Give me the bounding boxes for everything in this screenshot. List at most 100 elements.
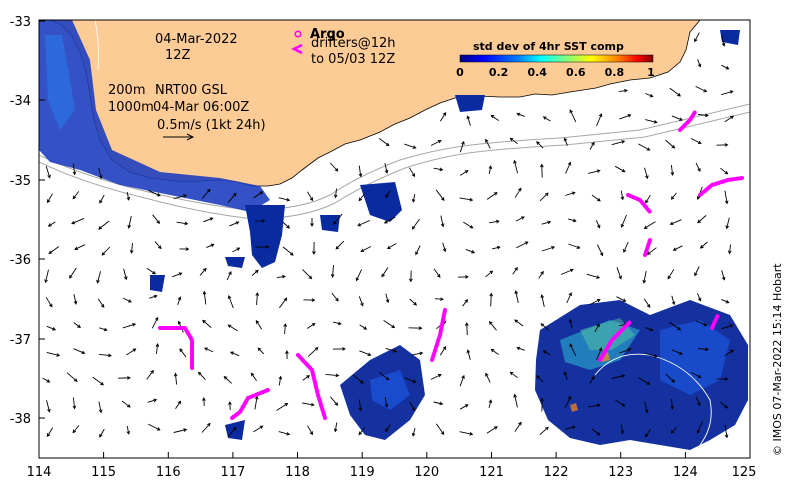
current-vector-head [513,393,517,398]
current-vector-head [509,137,514,142]
current-vector-head [596,275,601,279]
current-vector [73,348,85,354]
current-vector-head [285,350,289,354]
current-vector [430,374,442,380]
current-vector-head [360,302,364,307]
x-tick: 120 [414,452,439,480]
current-vector-head [157,245,162,250]
current-vector [623,241,629,253]
current-vector [596,244,604,256]
current-vector [98,167,102,179]
current-vector [69,267,77,279]
current-vector-head [622,298,627,302]
current-vector [98,220,110,230]
current-vector-head [358,431,363,436]
current-vector [459,170,469,176]
current-vector [99,194,105,204]
current-vector-head [311,298,316,302]
current-vector [177,297,181,305]
current-vector [226,271,232,281]
current-vector-head [514,319,518,323]
current-vector [536,141,544,149]
current-vector [378,138,390,146]
drifters-label: drifters@12h [311,36,396,51]
current-vector-head [72,405,77,410]
current-vector [278,197,290,201]
current-vector-head [542,350,547,354]
current-vector-head [415,251,419,256]
current-vector-head [645,175,649,180]
current-vector-head [393,349,398,353]
current-vector-head [642,279,647,284]
current-vector-head [308,275,313,280]
current-vector-head [126,430,131,435]
current-vector-head [335,297,339,302]
current-vector-head [385,142,390,147]
current-vector-head [442,112,447,116]
svg-text:-38: -38 [10,412,31,427]
x-tick: 125 [732,452,756,480]
y-tick: -35 [10,174,45,189]
current-vector-head [255,320,260,324]
current-vector-head [703,88,708,93]
current-vector [152,214,160,224]
current-vector [695,396,701,406]
current-vector-head [127,224,132,229]
svg-text:-35: -35 [10,174,31,189]
current-vector-head [98,226,102,230]
current-vector-head [281,274,286,279]
current-vector-head [466,349,471,354]
current-vector [325,373,339,377]
current-vector [251,270,259,276]
current-vector-head [697,374,702,379]
current-vector-head [47,223,52,227]
current-vector-head [72,429,77,434]
current-vector-head [440,431,445,436]
current-vector [409,167,415,177]
current-vector [47,193,53,203]
current-vector-head [620,196,625,201]
current-vector [589,299,601,305]
current-vector [645,327,653,331]
current-vector [695,85,707,93]
current-vector-head [569,343,573,348]
current-vector [514,422,522,432]
current-vector-head [591,141,595,146]
current-vector [206,243,214,249]
current-vector [697,348,709,350]
svg-text:118: 118 [285,465,310,480]
current-vector-head [129,250,134,254]
current-vector [485,270,493,278]
current-vector [146,267,156,275]
current-vector [333,213,343,225]
current-vector-head [464,299,468,303]
svg-text:122: 122 [544,465,569,480]
current-vector-head [540,163,544,168]
current-vector-head [724,377,729,381]
current-vector [415,245,421,255]
current-vector-head [471,250,476,254]
current-vector [462,299,468,307]
current-vector-head [132,323,137,327]
current-vector-head [128,299,132,303]
current-vector-head [98,409,103,414]
credit-label: © IMOS 07-Mar-2022 15:14 Hobart [771,263,784,456]
current-vector-head [677,93,681,97]
drifter-tracks [158,110,744,420]
svg-text:121: 121 [479,465,504,480]
current-vector [539,426,549,436]
current-vector-head [153,398,158,403]
current-vector [510,137,518,145]
current-vector-head [357,223,362,227]
current-vector [513,160,519,174]
current-vector [358,165,362,177]
current-vector-head [360,248,365,253]
current-vector-head [156,427,161,431]
current-vector-head [544,192,549,197]
current-vector [173,194,187,200]
current-vector [201,423,211,433]
current-vector-head [209,217,214,221]
current-vector [671,426,677,434]
current-vector-head [173,372,178,377]
current-vector-head [72,171,77,176]
